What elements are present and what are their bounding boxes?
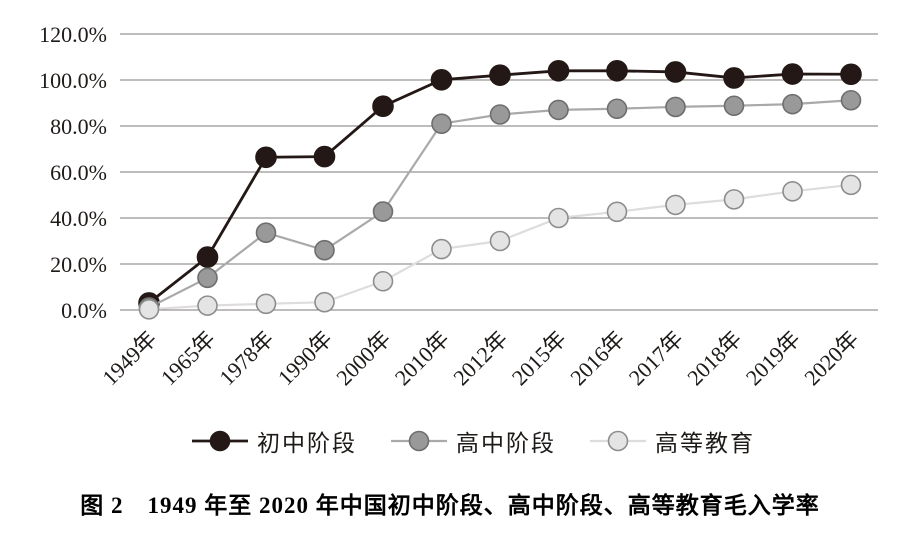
enrollment-chart: 0.0% 20.0% 40.0% 60.0% 80.0% 100.0% 120.0% 1949… [39, 22, 878, 390]
data-point [255, 222, 277, 244]
legend-marker-senior-icon [391, 430, 447, 452]
data-point [547, 60, 570, 82]
data-point [782, 181, 803, 202]
legend-label: 初中阶段 [257, 431, 357, 456]
legend-marker-junior-icon [192, 430, 248, 452]
data-point [372, 95, 394, 118]
data-point [314, 291, 335, 313]
data-point [782, 93, 803, 115]
x-tick-label: 1965年 [156, 326, 220, 390]
x-tick-label: 2017年 [624, 326, 688, 390]
data-point [138, 299, 160, 320]
data-point [840, 174, 862, 196]
x-tick-label: 2016年 [565, 326, 629, 390]
chart-legend: 初中阶段 高中阶段 高等教育 [192, 424, 755, 458]
x-tick-label: 1949年 [97, 326, 161, 390]
y-tick-label: 0.0% [61, 298, 107, 323]
data-point [489, 230, 511, 252]
series-高等教育 [138, 174, 862, 320]
data-point [255, 293, 277, 315]
x-tick-label: 1990年 [273, 326, 337, 390]
legend-item-junior: 初中阶段 [192, 424, 357, 458]
series-高中阶段 [138, 89, 862, 318]
data-point [606, 60, 628, 82]
data-point [197, 267, 218, 289]
data-point [313, 145, 336, 168]
data-point [431, 113, 452, 134]
y-tick-label: 120.0% [39, 22, 107, 47]
data-point [197, 295, 218, 316]
y-tick-label: 60.0% [50, 160, 107, 185]
x-tick-label: 2015年 [507, 326, 571, 390]
data-point [664, 61, 687, 83]
data-point [314, 239, 335, 261]
data-point [840, 63, 862, 86]
data-point [548, 99, 569, 121]
data-point [723, 95, 745, 117]
x-tick-label: 1978年 [214, 326, 278, 390]
y-tick-label: 20.0% [50, 252, 107, 277]
data-point [781, 63, 804, 85]
data-point [665, 96, 686, 118]
y-tick-label: 100.0% [39, 68, 107, 93]
legend-marker-higher-icon [590, 430, 646, 452]
x-axis-labels: 1949年1965年1978年1990年2000年2010年2012年2015年… [97, 326, 863, 390]
legend-item-senior: 高中阶段 [391, 424, 556, 458]
data-point [372, 270, 394, 292]
series-初中阶段 [138, 60, 862, 314]
data-point [196, 246, 219, 268]
y-axis-labels: 0.0% 20.0% 40.0% 60.0% 80.0% 100.0% 120.0% [39, 22, 107, 323]
x-tick-label: 2020年 [799, 326, 863, 390]
data-point [372, 201, 394, 222]
x-tick-label: 2018年 [682, 326, 746, 390]
data-point [431, 238, 452, 260]
y-tick-label: 40.0% [50, 206, 107, 231]
data-point [840, 89, 862, 111]
data-point [723, 189, 745, 210]
data-point [489, 104, 511, 125]
data-point [606, 201, 628, 223]
y-tick-label: 80.0% [50, 114, 107, 139]
legend-item-higher: 高等教育 [590, 424, 755, 458]
x-tick-label: 2010年 [390, 326, 454, 390]
data-point [665, 194, 686, 216]
legend-label: 高中阶段 [456, 431, 556, 456]
data-point [606, 98, 628, 120]
x-tick-label: 2000年 [331, 326, 395, 390]
x-tick-label: 2012年 [448, 326, 512, 390]
data-point [489, 64, 511, 86]
figure-caption: 图 2 1949 年至 2020 年中国初中阶段、高中阶段、高等教育毛入学率 [80, 493, 820, 518]
data-point [430, 68, 453, 91]
data-point [255, 146, 277, 169]
legend-label: 高等教育 [655, 431, 755, 456]
data-point [723, 67, 745, 89]
data-point [548, 207, 569, 229]
x-tick-label: 2019年 [741, 326, 805, 390]
